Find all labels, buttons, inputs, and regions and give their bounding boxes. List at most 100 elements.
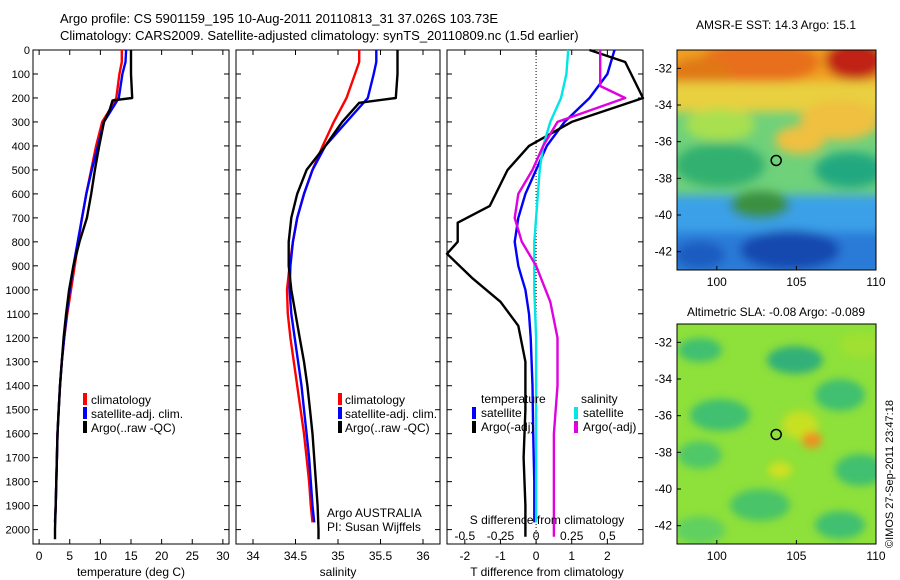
y-tick-label: 400 (12, 141, 30, 153)
y-tick-label: -36 (655, 135, 673, 149)
legend-swatch-satellite (338, 407, 342, 419)
x-tick-label: 105 (786, 549, 806, 563)
y-tick-label: 1500 (6, 405, 30, 417)
legend-label: Argo(-adj) (583, 420, 636, 434)
legend-header-salinity: salinity (581, 392, 618, 406)
legend-swatch-s-argo (574, 421, 578, 433)
difference-panel: -2 -1 0 1 2 -0.5 -0.25 0 0.25 0.5 (445, 48, 645, 563)
salinity-xlabel: salinity (320, 565, 357, 579)
salinity-annotation-1: Argo AUSTRALIA (327, 506, 422, 520)
x-tick-label: 34.5 (284, 549, 308, 563)
s-tick-label: 0.25 (560, 529, 584, 543)
x-tick-label: 2 (604, 549, 611, 563)
legend-swatch-climatology (338, 393, 342, 405)
legend-swatch-t-argo (472, 421, 476, 433)
series-line-blue (513, 49, 616, 523)
y-tick-label: -32 (655, 61, 673, 75)
difference-xlabel: T difference from climatology (470, 565, 624, 579)
sst-map-title: AMSR-E SST: 14.3 Argo: 15.1 (696, 18, 856, 32)
legend-label: satellite (583, 406, 624, 420)
legend-label: satellite-adj. clim. (91, 407, 183, 421)
imos-credit: ©IMOS 27-Sep-2011 23:47:18 (884, 400, 896, 548)
legend-swatch-s-satellite (574, 407, 578, 419)
difference-xlabel-top: S difference from climatology (470, 513, 625, 527)
x-tick-label: 30 (216, 549, 230, 563)
salinity-annotation-2: PI: Susan Wijffels (327, 520, 421, 534)
argo-location-marker (770, 428, 782, 441)
temperature-axes (32, 49, 230, 545)
salinity-axes (235, 49, 441, 545)
x-tick-label: 35 (331, 549, 345, 563)
legend-swatch-argo (83, 421, 87, 433)
y-tick-label: 1400 (6, 381, 30, 393)
header-line-1: Argo profile: CS 5901159_195 10-Aug-2011… (60, 11, 498, 26)
sst-map-frame (676, 49, 877, 271)
series-line-red (285, 50, 361, 523)
x-tick-label: -1 (495, 549, 506, 563)
y-tick-label: -42 (655, 519, 673, 533)
s-tick-label: -0.25 (487, 529, 515, 543)
y-tick-label: -38 (655, 445, 673, 459)
legend-label: Argo(..raw -QC) (91, 421, 176, 435)
legend-label: satellite-adj. clim. (345, 407, 437, 421)
y-tick-label: 500 (12, 165, 30, 177)
x-tick-label: 36 (416, 549, 430, 563)
difference-axes (446, 49, 644, 545)
y-tick-label: 1300 (6, 357, 30, 369)
y-tick-label: 1800 (6, 477, 30, 489)
y-tick-label: -42 (655, 245, 673, 259)
y-tick-label: 2000 (6, 525, 30, 537)
x-tick-label: 20 (155, 549, 169, 563)
x-tick-label: 110 (866, 549, 885, 563)
x-tick-label: 34 (246, 549, 260, 563)
legend-label: Argo(-adj) (481, 420, 534, 434)
y-tick-label: -36 (655, 409, 673, 423)
y-tick-label: 300 (12, 117, 30, 129)
legend-label: climatology (91, 393, 151, 407)
series-line-black (287, 50, 399, 540)
sla-map-title: Altimetric SLA: -0.08 Argo: -0.089 (687, 305, 865, 319)
series-line-black (445, 48, 645, 537)
legend-swatch-climatology (83, 393, 87, 405)
salinity-panel: 34 34.5 35 35.5 36 (236, 49, 440, 563)
x-tick-label: 25 (186, 549, 200, 563)
x-tick-label: 105 (786, 275, 806, 289)
x-tick-label: -2 (459, 549, 470, 563)
y-tick-label: -34 (655, 98, 673, 112)
y-tick-label: 900 (12, 261, 30, 273)
sst-map-axes: 100 105 110 -32 -34 -36 -38 -40 -42 (655, 61, 886, 289)
y-tick-label: -38 (655, 171, 673, 185)
y-tick-label: -34 (655, 372, 673, 386)
sla-map-image (677, 324, 876, 544)
x-tick-label: 110 (866, 275, 885, 289)
y-tick-label: 1200 (6, 333, 30, 345)
series-line-red (53, 50, 124, 523)
header-line-2: Climatology: CARS2009. Satellite-adjuste… (60, 28, 579, 43)
x-tick-label: 1 (568, 549, 575, 563)
sla-map-frame (676, 323, 877, 545)
temperature-panel: 0 5 10 15 20 25 300100200300400500600700800900… (6, 45, 230, 563)
series-line-blue (53, 49, 128, 523)
s-tick-label: -0.5 (454, 529, 475, 543)
x-tick-label: 100 (707, 549, 727, 563)
argo-location-marker (770, 154, 782, 167)
y-tick-label: -40 (655, 482, 673, 496)
y-tick-label: -32 (655, 335, 673, 349)
legend-label: climatology (345, 393, 405, 407)
y-tick-label: 800 (12, 237, 30, 249)
salinity-legend: climatology satellite-adj. clim. Argo(..… (327, 393, 437, 534)
legend-swatch-t-satellite (472, 407, 476, 419)
series-line-cyan (533, 49, 570, 523)
y-tick-label: 600 (12, 189, 30, 201)
legend-label: Argo(..raw -QC) (345, 421, 430, 435)
series-line-blue (288, 50, 378, 523)
y-tick-label: 1100 (6, 309, 30, 321)
difference-legend: temperature salinity satellite Argo(-adj… (472, 392, 636, 434)
y-tick-label: 0 (24, 45, 30, 57)
legend-header-temperature: temperature (481, 392, 546, 406)
sst-map-image (677, 50, 876, 270)
temperature-legend: climatology satellite-adj. clim. Argo(..… (83, 393, 183, 435)
legend-swatch-argo (338, 421, 342, 433)
series-line-magenta (513, 50, 627, 537)
